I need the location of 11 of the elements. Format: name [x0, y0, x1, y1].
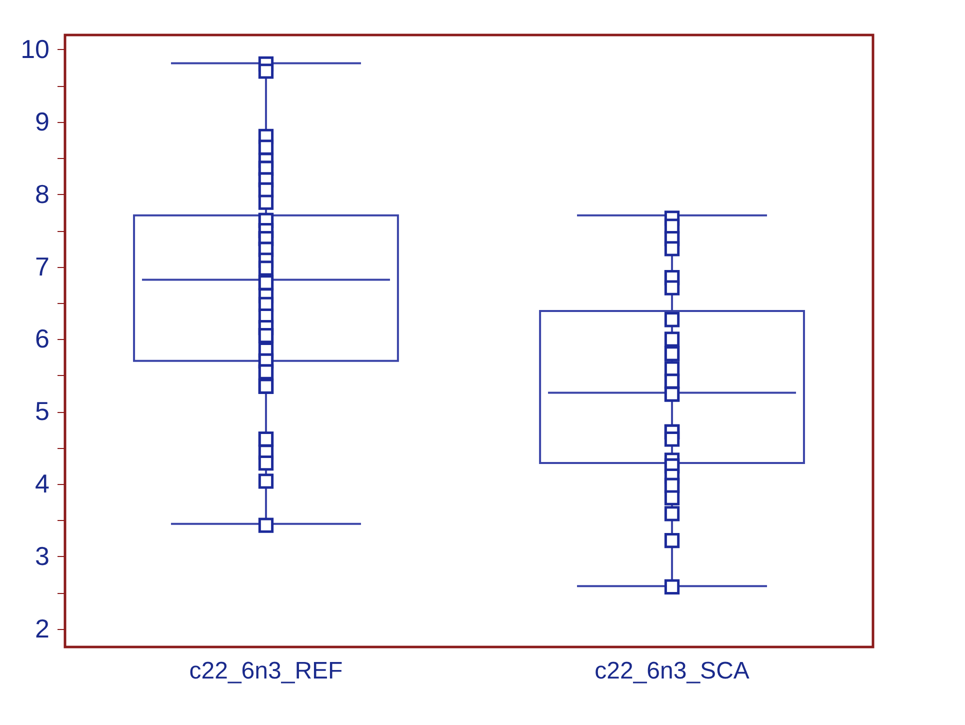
y-tick-label: 8: [35, 178, 50, 209]
y-tick-label: 4: [35, 468, 50, 499]
y-tick-label: 9: [35, 106, 50, 136]
y-tick-label: 7: [35, 251, 50, 282]
y-tick-label: 5: [35, 396, 50, 426]
y-tick-label: 10: [20, 34, 50, 64]
y-tick-label: 3: [35, 540, 50, 571]
x-tick-label: c22_6n3_REF: [189, 658, 343, 684]
y-tick-label: 2: [35, 613, 50, 644]
x-tick-label: c22_6n3_SCA: [594, 658, 750, 684]
y-tick-label: 6: [35, 324, 50, 354]
